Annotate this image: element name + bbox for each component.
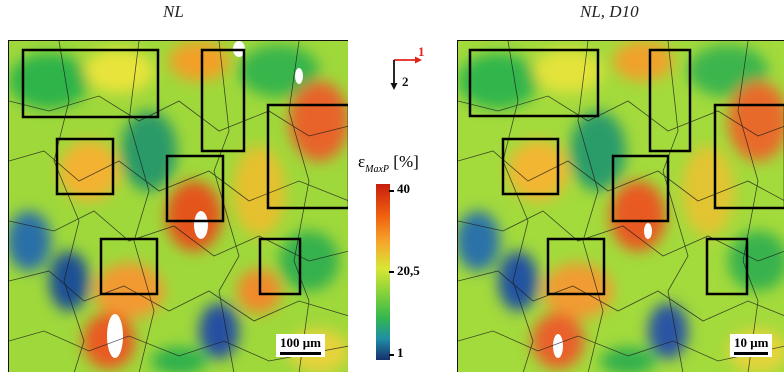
tick-label-mid: 20,5 [397, 263, 420, 278]
panel-title-right: NL, D10 [580, 2, 639, 21]
strain-map-right-image [458, 41, 784, 372]
direction-axes-arrows [390, 56, 422, 90]
scale-bar-right: 10 μm [730, 334, 773, 357]
strain-map-right [457, 40, 784, 372]
tick-mark-bottom [389, 354, 394, 356]
tick-mark-top [389, 190, 394, 192]
legend-subscript: MaxP [365, 164, 390, 175]
scale-bar-right-line [734, 352, 769, 355]
axis-2-label: 2 [402, 74, 409, 89]
legend-symbol: ε [358, 152, 366, 171]
scale-bar-left-label: 100 μm [280, 335, 321, 350]
scale-bar-right-label: 10 μm [734, 335, 769, 350]
tick-label-max: 40 [397, 181, 410, 196]
strain-map-left-image [9, 41, 348, 372]
tick-label-min: 1 [397, 345, 404, 360]
direction-axes: 1 2 [388, 34, 428, 94]
axis-1-label: 1 [418, 44, 425, 59]
panel-title-left: NL [163, 2, 184, 21]
scale-bar-left-line [280, 352, 321, 355]
tick-mark-middle [389, 271, 394, 273]
scale-bar-left: 100 μm [276, 334, 325, 357]
legend-title: εMaxP [%] [358, 152, 419, 175]
legend-unit: [%] [393, 152, 419, 171]
strain-map-left [8, 40, 348, 372]
color-scale-bar [376, 184, 390, 360]
